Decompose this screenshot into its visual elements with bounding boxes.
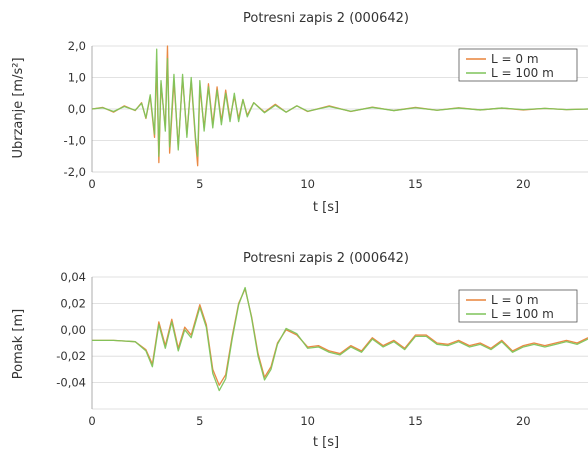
chart-2-series	[92, 286, 588, 392]
chart-2-legend-label-0: L = 0 m	[491, 293, 539, 307]
chart-1-xtick-1: 5	[196, 177, 203, 191]
chart-1-legend: L = 0 m L = 100 m	[458, 48, 578, 82]
chart-1-series	[91, 45, 588, 167]
chart-1-title: Potresni zapis 2 (000642)	[243, 11, 409, 26]
chart-1-ytick-0: 2,0	[68, 39, 86, 53]
chart-1-xtick-3: 15	[408, 177, 423, 191]
chart-2-legend-label-1: L = 100 m	[491, 307, 554, 321]
chart-2-ytick-2: 0,00	[60, 323, 86, 337]
chart-1-ytick-1: 1,0	[68, 71, 86, 85]
chart-2-ytick-3: -0,02	[56, 349, 86, 363]
chart-1-legend-box	[458, 48, 578, 82]
chart-2-xtick-0: 0	[88, 414, 95, 428]
chart-2-xlabel: t [s]	[313, 435, 339, 450]
acceleration-chart: Potresni zapis 2 (000642) Ubrzanje [m/s²…	[11, 11, 588, 215]
chart-2-legend: L = 0 m L = 100 m	[458, 289, 578, 323]
chart-2-title: Potresni zapis 2 (000642)	[243, 251, 409, 266]
chart-1-ytick-4: -2,0	[64, 165, 86, 179]
chart-1-ylabel: Ubrzanje [m/s²]	[11, 57, 26, 158]
chart-1-xtick-4: 20	[516, 177, 531, 191]
chart-1-legend-label-0: L = 0 m	[491, 52, 539, 66]
chart-2-xtick-4: 20	[516, 414, 531, 428]
chart-1-xtick-2: 10	[300, 177, 315, 191]
chart-1-yticks: 2,0 1,0 0,0 -1,0 -2,0	[64, 39, 86, 179]
chart-2-xtick-1: 5	[196, 414, 203, 428]
chart-1-xticks: 0 5 10 15 20	[88, 177, 530, 191]
chart-2-series-line-1	[92, 286, 588, 392]
chart-2-series-line-0	[92, 288, 588, 386]
chart-2-ylabel: Pomak [m]	[11, 309, 26, 379]
chart-1-ytick-2: 0,0	[68, 102, 86, 116]
displacement-chart: Potresni zapis 2 (000642) Pomak [m] t [s…	[11, 251, 588, 450]
chart-2-yticks: 0,04 0,02 0,00 -0,02 -0,04	[56, 270, 86, 390]
chart-2-legend-box	[458, 289, 578, 323]
chart-1-xlabel: t [s]	[313, 200, 339, 215]
chart-2-ytick-1: 0,02	[60, 296, 86, 310]
chart-1-series-line-1	[91, 48, 588, 157]
chart-1-xtick-0: 0	[88, 177, 95, 191]
chart-1-legend-label-1: L = 100 m	[491, 66, 554, 80]
chart-2-ytick-4: -0,04	[56, 376, 86, 390]
chart-2-xtick-2: 10	[300, 414, 315, 428]
chart-2-ytick-0: 0,04	[60, 270, 86, 284]
chart-2-xtick-3: 15	[408, 414, 423, 428]
chart-1-ytick-3: -1,0	[64, 134, 86, 148]
chart-2-xticks: 0 5 10 15 20	[88, 414, 530, 428]
